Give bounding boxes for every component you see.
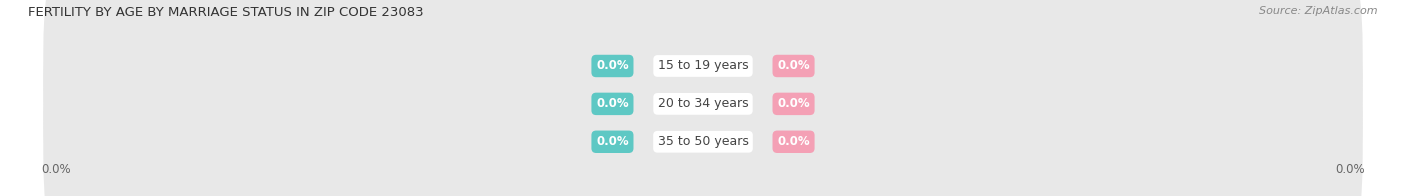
Text: FERTILITY BY AGE BY MARRIAGE STATUS IN ZIP CODE 23083: FERTILITY BY AGE BY MARRIAGE STATUS IN Z… <box>28 6 423 19</box>
Text: 0.0%: 0.0% <box>596 97 628 110</box>
FancyBboxPatch shape <box>44 52 1362 196</box>
Text: 0.0%: 0.0% <box>596 60 628 73</box>
Text: 0.0%: 0.0% <box>778 135 810 148</box>
FancyBboxPatch shape <box>44 15 1362 193</box>
Text: 0.0%: 0.0% <box>596 135 628 148</box>
Text: 20 to 34 years: 20 to 34 years <box>658 97 748 110</box>
Text: Source: ZipAtlas.com: Source: ZipAtlas.com <box>1260 6 1378 16</box>
Text: 35 to 50 years: 35 to 50 years <box>658 135 748 148</box>
Text: 0.0%: 0.0% <box>778 60 810 73</box>
Text: 0.0%: 0.0% <box>778 97 810 110</box>
Text: 15 to 19 years: 15 to 19 years <box>658 60 748 73</box>
FancyBboxPatch shape <box>44 0 1362 155</box>
